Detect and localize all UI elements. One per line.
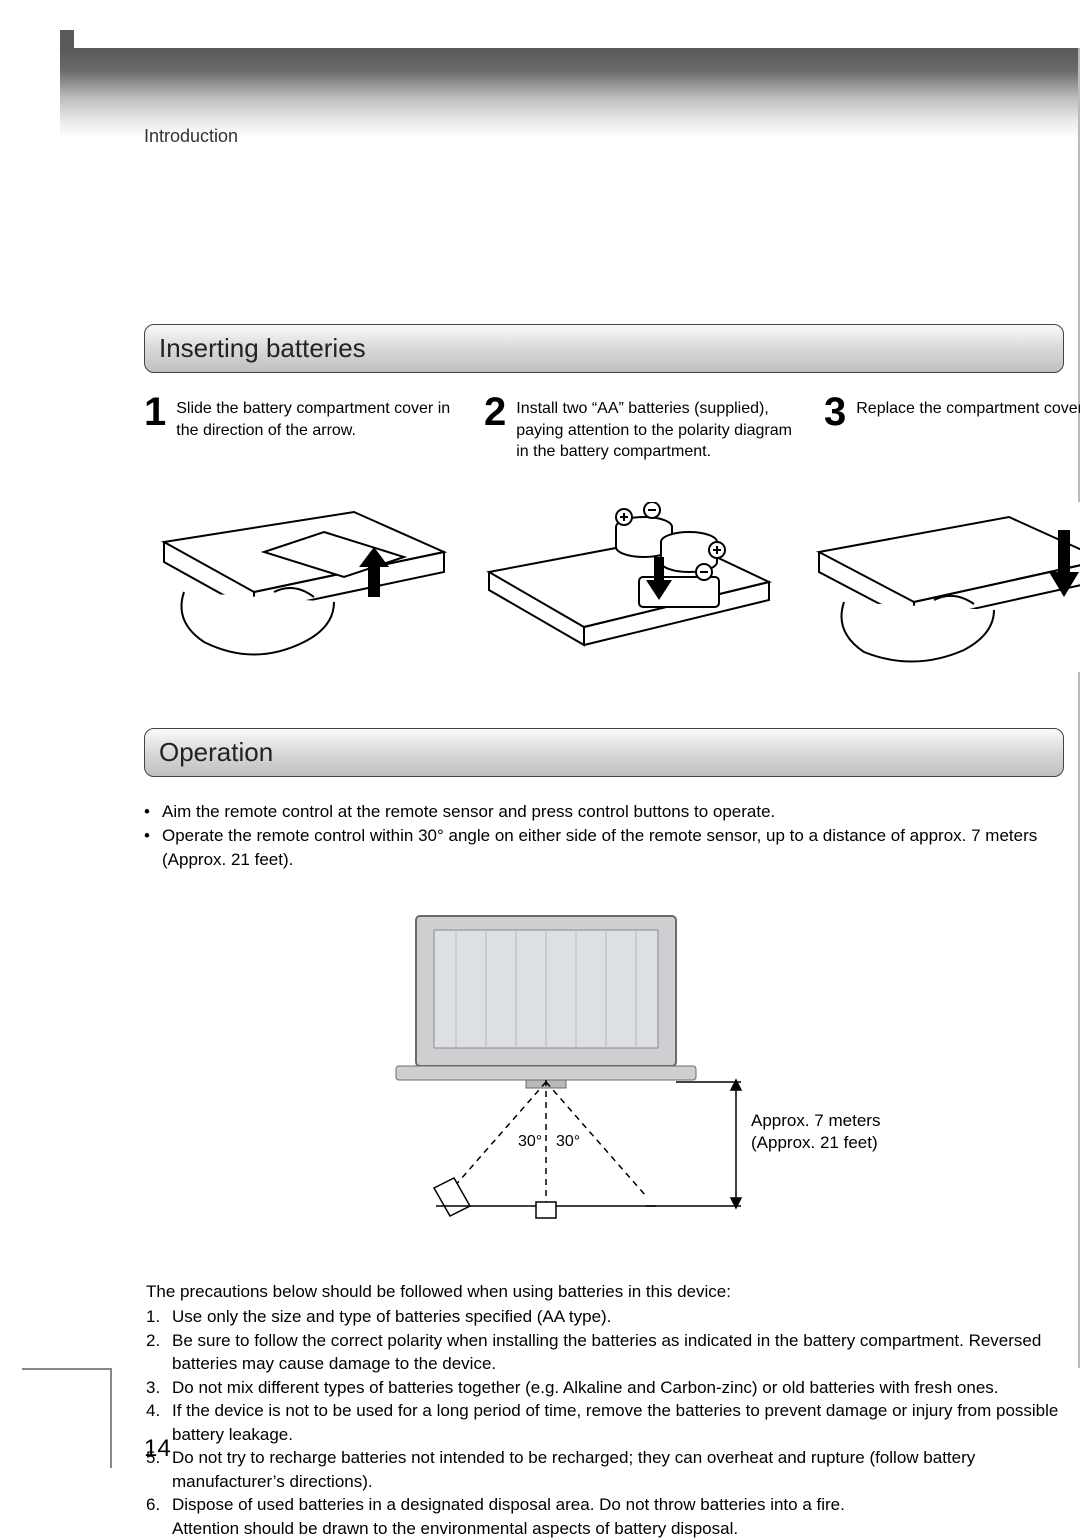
- header-gradient-band: [60, 48, 1080, 138]
- tv-icon: [396, 916, 696, 1088]
- item-number: 1.: [146, 1305, 172, 1328]
- step-text: Install two “AA” batteries (supplied), p…: [516, 392, 804, 463]
- item-number: 6.: [146, 1493, 172, 1540]
- distance-label-1: Approx. 7 meters: [751, 1111, 880, 1130]
- distance-label-2: (Approx. 21 feet): [751, 1133, 878, 1152]
- precautions-intro: The precautions below should be followed…: [146, 1280, 1080, 1303]
- step-text: Replace the compartment cover.: [856, 392, 1080, 420]
- remote-icon: [434, 1178, 470, 1216]
- illustration-row: [144, 502, 1080, 672]
- step-3: 3 Replace the compartment cover.: [824, 392, 1080, 463]
- bullet-marker: •: [144, 800, 162, 824]
- manual-page: Introduction Inserting batteries 1 Slide…: [0, 0, 1080, 1525]
- bullet-marker: •: [144, 824, 162, 872]
- section-title: Operation: [159, 737, 1049, 768]
- item-text: Use only the size and type of batteries …: [172, 1305, 1080, 1328]
- step-2: 2 Install two “AA” batteries (supplied),…: [484, 392, 804, 463]
- step-1: 1 Slide the battery compartment cover in…: [144, 392, 464, 463]
- item-text: Dispose of used batteries in a designate…: [172, 1493, 1080, 1540]
- illus-slide-cover: [144, 502, 454, 672]
- illus-insert-batteries: [474, 502, 784, 672]
- bullet-text: Aim the remote control at the remote sen…: [162, 800, 1080, 824]
- angle-right-label: 30°: [556, 1133, 580, 1150]
- operation-range-figure: 30° 30° Approx. 7 meters (Approx. 21 fee…: [376, 906, 896, 1226]
- item-text: If the device is not to be used for a lo…: [172, 1399, 1080, 1446]
- precaution-item: 1.Use only the size and type of batterie…: [146, 1305, 1080, 1328]
- item-text: Do not mix different types of batteries …: [172, 1376, 1080, 1399]
- item-text: Do not try to recharge batteries not int…: [172, 1446, 1080, 1493]
- section-title: Inserting batteries: [159, 333, 1049, 364]
- distance-dimension: [646, 1080, 741, 1208]
- precaution-item: 4.If the device is not to be used for a …: [146, 1399, 1080, 1446]
- operation-bullets: • Aim the remote control at the remote s…: [144, 800, 1080, 871]
- section-header-inserting-batteries: Inserting batteries: [144, 324, 1064, 373]
- page-number: 14: [144, 1435, 171, 1463]
- step-number: 1: [144, 392, 166, 432]
- precaution-item: 6.Dispose of used batteries in a designa…: [146, 1493, 1080, 1540]
- crop-mark-horizontal: [22, 1368, 112, 1370]
- step-number: 3: [824, 392, 846, 432]
- precautions-block: The precautions below should be followed…: [146, 1280, 1080, 1540]
- step-number: 2: [484, 392, 506, 432]
- illus-replace-cover: [804, 502, 1080, 672]
- bullet-text: Operate the remote control within 30° an…: [162, 824, 1080, 872]
- precaution-item: 2.Be sure to follow the correct polarity…: [146, 1329, 1080, 1376]
- bullet-item: • Operate the remote control within 30° …: [144, 824, 1080, 872]
- item-number: 2.: [146, 1329, 172, 1376]
- step-text: Slide the battery compartment cover in t…: [176, 392, 464, 441]
- angle-left-label: 30°: [518, 1133, 542, 1150]
- precaution-item: 5.Do not try to recharge batteries not i…: [146, 1446, 1080, 1493]
- item-text: Be sure to follow the correct polarity w…: [172, 1329, 1080, 1376]
- steps-row: 1 Slide the battery compartment cover in…: [144, 392, 1080, 463]
- section-header-operation: Operation: [144, 728, 1064, 777]
- bullet-item: • Aim the remote control at the remote s…: [144, 800, 1080, 824]
- item-number: 3.: [146, 1376, 172, 1399]
- precaution-item: 3.Do not mix different types of batterie…: [146, 1376, 1080, 1399]
- sensor-base-icon: [536, 1202, 556, 1218]
- crop-mark-vertical: [110, 1368, 112, 1468]
- chapter-label: Introduction: [144, 126, 238, 147]
